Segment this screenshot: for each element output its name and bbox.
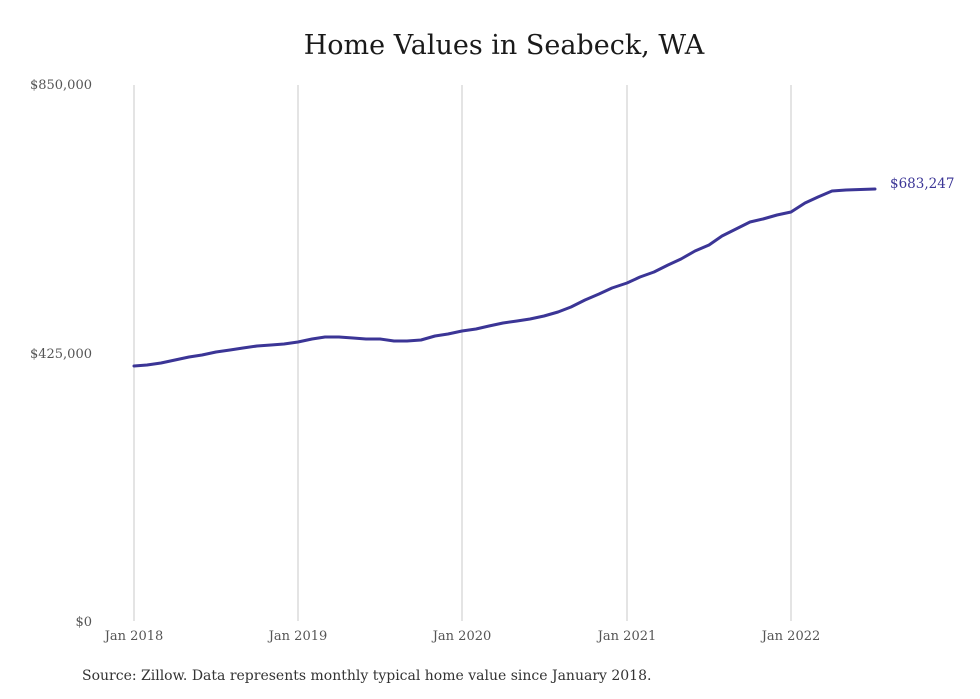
y-tick-425000: $425,000 [30, 347, 92, 362]
x-tick-2018: Jan 2018 [103, 629, 164, 644]
end-value-label: $683,247 [890, 176, 954, 192]
source-note: Source: Zillow. Data represents monthly … [82, 668, 652, 684]
x-tick-2020: Jan 2020 [431, 629, 492, 644]
home-value-line [132, 187, 877, 368]
x-tick-2021: Jan 2021 [596, 629, 657, 644]
y-tick-0: $0 [75, 615, 92, 630]
chart-title: Home Values in Seabeck, WA [303, 30, 705, 61]
y-axis-ticks: $850,000 $425,000 $0 [30, 78, 92, 630]
x-tick-2019: Jan 2019 [267, 629, 328, 644]
gridlines [133, 85, 792, 621]
y-tick-850000: $850,000 [30, 78, 92, 93]
x-tick-2022: Jan 2022 [760, 629, 821, 644]
x-axis-ticks: Jan 2018 Jan 2019 Jan 2020 Jan 2021 Jan … [103, 629, 821, 644]
